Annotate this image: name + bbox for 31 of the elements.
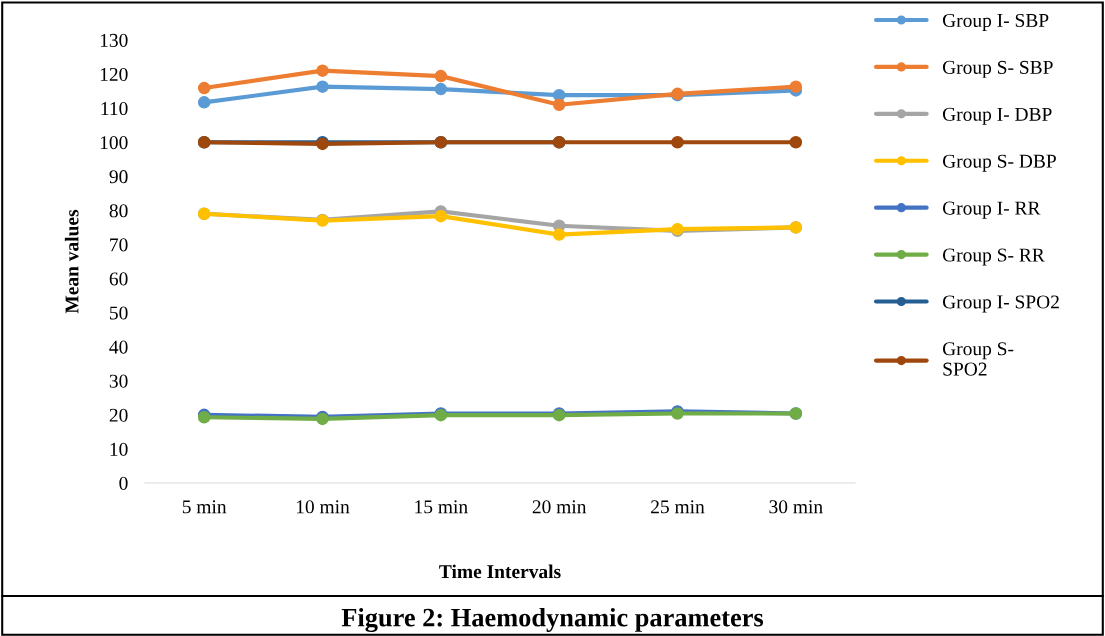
- y-tick-label: 20: [109, 408, 128, 422]
- y-tick-label: 120: [100, 67, 128, 82]
- legend-label: Group S- SPO2: [942, 342, 1014, 376]
- caption: Figure 2: Haemodynamic parameters: [341, 607, 764, 633]
- legend-label: Group S- SBP: [942, 60, 1053, 78]
- legend-label: Group S- DBP: [942, 154, 1056, 172]
- x-tick-label: 5 min: [182, 500, 227, 514]
- y-tick-label: 100: [100, 136, 128, 150]
- y-tick-label: 130: [100, 33, 128, 47]
- y-tick-label: 80: [109, 204, 128, 218]
- y-tick-label: 110: [101, 101, 128, 116]
- y-tick-label: 50: [110, 306, 128, 320]
- legend-label: Group I- SBP: [942, 13, 1049, 31]
- legend-label: Group I- SPO2: [942, 295, 1059, 313]
- y-tick-label: 10: [110, 442, 128, 456]
- x-tick-label: 15 min: [415, 500, 468, 514]
- y-tick-label: 70: [110, 238, 128, 252]
- x-tick-label: 25 min: [651, 500, 705, 514]
- legend-label: Group S- RR: [942, 248, 1045, 266]
- y-tick-label: 60: [109, 272, 128, 286]
- y-tick-label: 0: [119, 476, 128, 490]
- x-tick-label: 20 min: [532, 500, 587, 514]
- legend-label: Group I- DBP: [942, 107, 1052, 125]
- y-tick-label: 40: [109, 340, 128, 354]
- x-tick-label: 10 min: [296, 500, 350, 514]
- x-tick-label: 30 min: [769, 500, 823, 514]
- y-tick-label: 30: [109, 374, 128, 388]
- y-tick-label: 90: [109, 170, 128, 184]
- legend-label: Group I- RR: [942, 201, 1041, 219]
- y-axis-title: Mean values: [64, 209, 79, 314]
- x-axis-title: Time Intervals: [439, 564, 561, 579]
